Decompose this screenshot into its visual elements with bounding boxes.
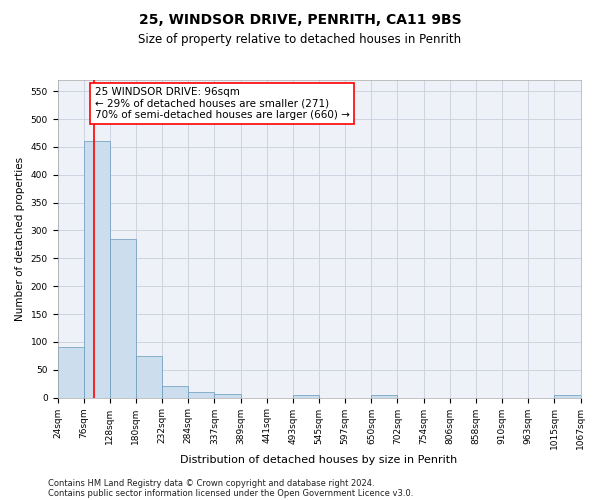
Text: Contains HM Land Registry data © Crown copyright and database right 2024.: Contains HM Land Registry data © Crown c… <box>48 478 374 488</box>
Bar <box>58 348 83 398</box>
Bar <box>293 395 319 398</box>
Bar <box>162 386 188 398</box>
Bar <box>188 392 214 398</box>
Text: Size of property relative to detached houses in Penrith: Size of property relative to detached ho… <box>139 32 461 46</box>
Text: 25 WINDSOR DRIVE: 96sqm
← 29% of detached houses are smaller (271)
70% of semi-d: 25 WINDSOR DRIVE: 96sqm ← 29% of detache… <box>95 86 350 120</box>
Bar <box>554 395 581 398</box>
Bar <box>136 356 162 398</box>
Bar <box>214 394 241 398</box>
Text: Contains public sector information licensed under the Open Government Licence v3: Contains public sector information licen… <box>48 488 413 498</box>
Bar <box>110 239 136 398</box>
Bar <box>83 142 110 398</box>
Text: 25, WINDSOR DRIVE, PENRITH, CA11 9BS: 25, WINDSOR DRIVE, PENRITH, CA11 9BS <box>139 12 461 26</box>
X-axis label: Distribution of detached houses by size in Penrith: Distribution of detached houses by size … <box>181 455 458 465</box>
Y-axis label: Number of detached properties: Number of detached properties <box>15 156 25 321</box>
Bar <box>371 395 397 398</box>
